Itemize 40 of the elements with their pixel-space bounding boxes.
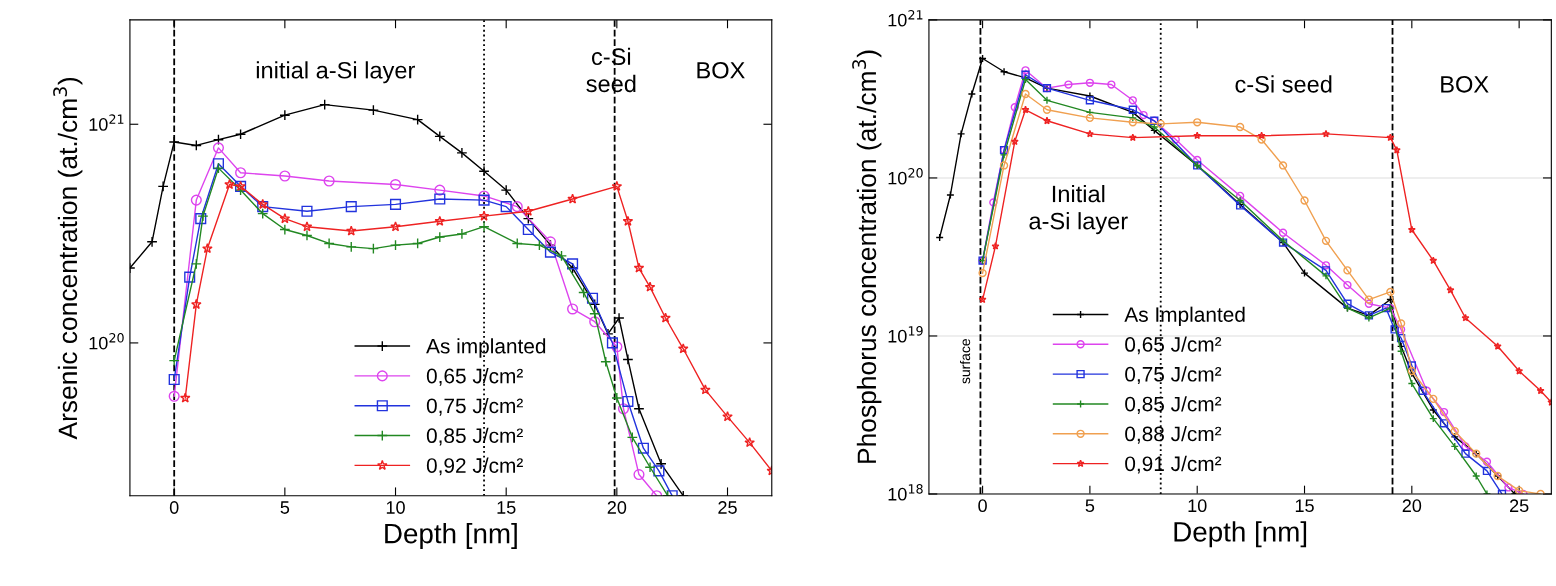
x-tick-label: 20 [607, 501, 627, 514]
x-tick-label: 15 [1295, 499, 1314, 513]
legend-label: As implanted [426, 338, 546, 358]
y-axis-title: Phosphorus concentration (at./cm$^{3}$) [852, 50, 882, 463]
x-tick-label: 5 [1085, 499, 1095, 513]
annotation: Initial a-Si layer [1029, 184, 1128, 235]
x-tick-label: 0 [169, 501, 179, 514]
legend-label: 0,65 J/cm² [426, 368, 523, 386]
y-tick-label: 10$^{18}$ [888, 484, 923, 501]
legend-label: 0,85 J/cm² [426, 427, 523, 446]
x-tick-label: 0 [978, 499, 987, 513]
annotation: c-Si seed [1235, 75, 1332, 93]
x-tick-label: 5 [280, 501, 290, 514]
annotation: BOX [697, 61, 745, 79]
y-axis-title: Arsenic concentration (at./cm$^{3}$) [53, 77, 83, 440]
x-axis-title: Depth [nm] [385, 523, 517, 549]
annotation: BOX [1441, 75, 1489, 93]
legend-label: 0,65 J/cm² [1125, 336, 1222, 355]
legend-label: 0,75 J/cm² [1125, 366, 1222, 385]
ref-line-label: surface [960, 339, 971, 384]
y-tick-label: 10$^{19}$ [888, 326, 923, 343]
y-tick-label: 10$^{21}$ [888, 10, 923, 27]
x-tick-label: 10 [386, 501, 405, 514]
x-tick-label: 25 [1510, 499, 1529, 513]
x-tick-label: 10 [1188, 499, 1207, 513]
x-tick-label: 25 [718, 501, 737, 514]
annotation: c-Si seed [586, 47, 636, 93]
legend-label: 0,75 J/cm² [426, 397, 523, 416]
y-tick-label: 10$^{20}$ [888, 168, 923, 185]
x-tick-label: 20 [1402, 499, 1422, 513]
legend-label: 0,85 J/cm² [1125, 396, 1222, 414]
legend-label: As Implanted [1124, 306, 1245, 327]
y-tick-label: 10$^{20}$ [89, 333, 124, 350]
x-tick-label: 15 [497, 501, 516, 514]
y-tick-label: 10$^{21}$ [89, 114, 124, 131]
annotation: initial a-Si layer [256, 61, 415, 84]
legend-label: 0,88 J/cm² [1125, 425, 1222, 444]
legend-label: 0,91 J/cm² [1125, 455, 1222, 474]
legend-label: 0,92 J/cm² [426, 457, 523, 476]
x-axis-title: Depth [nm] [1174, 521, 1307, 548]
